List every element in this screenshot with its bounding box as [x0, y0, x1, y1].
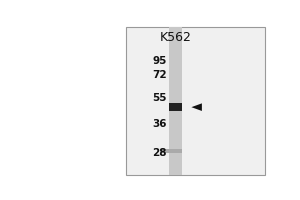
Bar	[160, 149, 182, 153]
Bar	[169, 103, 182, 111]
Bar	[169, 27, 182, 175]
Polygon shape	[191, 103, 202, 111]
Text: 95: 95	[152, 56, 166, 66]
Text: 28: 28	[152, 148, 166, 158]
Text: 36: 36	[152, 119, 166, 129]
Text: K562: K562	[160, 31, 192, 44]
Text: 55: 55	[152, 93, 166, 103]
Text: 72: 72	[152, 70, 167, 80]
Bar	[126, 27, 266, 175]
